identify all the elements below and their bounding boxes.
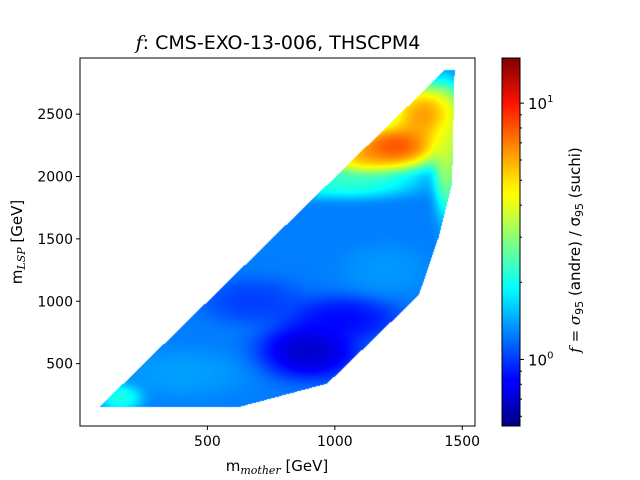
y-axis-ticks: 500 1000 1500 2000 2500 xyxy=(37,107,80,373)
colorbar-tick-label: 100 xyxy=(528,350,553,369)
x-axis-label-subscript: mother xyxy=(240,464,281,477)
y-axis-label-subscript: LSP xyxy=(15,247,28,271)
plot-frame xyxy=(79,57,476,427)
y-tick-label: 500 xyxy=(46,357,73,373)
x-tick-label: 500 xyxy=(194,434,221,450)
y-tick-label: 2000 xyxy=(37,170,73,186)
colorbar-label: f = σ95 (andre) / σ95 (suchi) xyxy=(566,147,586,353)
x-axis-label: mmother [GeV] xyxy=(226,457,329,477)
x-tick-label: 1500 xyxy=(444,434,480,450)
chart-title-text: : CMS-EXO-13-006, THSCPM4 xyxy=(143,32,421,54)
y-axis-label: mLSP [GeV] xyxy=(8,200,28,284)
chart-title: f: CMS-EXO-13-006, THSCPM4 xyxy=(134,32,421,54)
x-tick-label: 1000 xyxy=(317,434,353,450)
chart-title-symbol: f xyxy=(134,32,146,54)
y-tick-label: 2500 xyxy=(37,107,73,123)
colorbar-ticks: 100 101 xyxy=(520,94,553,417)
colorbar-tick-label: 101 xyxy=(528,94,553,113)
y-tick-label: 1000 xyxy=(37,294,73,310)
x-axis-ticks: 500 1000 1500 xyxy=(194,426,480,450)
heatmap-image xyxy=(80,58,475,426)
colorbar xyxy=(501,57,521,427)
y-tick-label: 1500 xyxy=(37,232,73,248)
